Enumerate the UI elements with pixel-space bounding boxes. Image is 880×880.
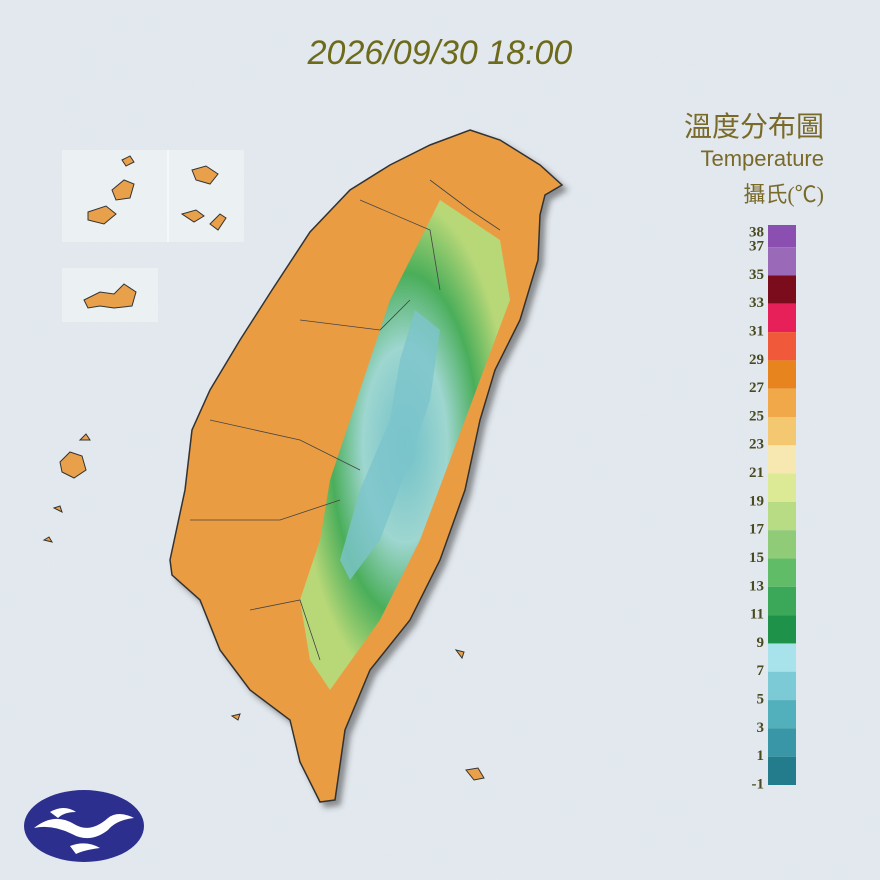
legend-title: 溫度分布圖 [684, 111, 824, 143]
legend-tick-label: 7 [757, 663, 765, 679]
legend-band [768, 332, 796, 361]
legend-subtitle: Temperature [700, 146, 824, 171]
legend-band [768, 247, 796, 276]
legend-band [768, 303, 796, 333]
legend-band [768, 417, 796, 446]
legend-tick-label: 5 [757, 692, 765, 708]
legend-tick-label: 13 [749, 578, 764, 594]
legend-band [768, 586, 796, 616]
legend-tick-label: 17 [749, 522, 765, 538]
legend-band [768, 728, 796, 757]
legend-tick-label: 35 [749, 267, 764, 283]
legend-band [768, 756, 796, 785]
legend-tick-label: 11 [750, 607, 764, 623]
legend-tick-label: 1 [757, 748, 765, 764]
legend-band [768, 360, 796, 389]
legend-band [768, 501, 796, 531]
datetime: 2026/09/30 18:00 [307, 34, 573, 72]
legend-band [768, 388, 796, 417]
legend-unit: 攝氏(℃) [743, 182, 824, 207]
legend-band [768, 558, 796, 587]
legend-band [768, 225, 796, 248]
legend-tick-label: 23 [749, 437, 764, 453]
inset-islands [42, 150, 485, 781]
legend-tick-label: 25 [749, 408, 764, 424]
legend-band [768, 643, 796, 672]
legend-tick-label: 29 [749, 352, 764, 368]
legend: 溫度分布圖 Temperature 攝氏(℃) [684, 111, 824, 207]
high-peaks [340, 310, 440, 580]
legend-band [768, 473, 796, 502]
legend-band [768, 671, 796, 701]
legend-tick-label: 3 [757, 720, 765, 736]
legend-tick-label: 21 [749, 465, 764, 481]
legend-tick-label: 37 [749, 239, 765, 255]
legend-band [768, 445, 796, 474]
legend-band [768, 615, 796, 644]
legend-tick-label: 31 [749, 324, 764, 340]
legend-band [768, 530, 796, 559]
cwa-logo [24, 790, 144, 862]
legend-tick-label: 9 [757, 635, 765, 651]
legend-tick-label: -1 [752, 776, 765, 792]
county-borders [190, 179, 501, 661]
legend-tick-label: 15 [749, 550, 764, 566]
legend-tick-label: 19 [749, 493, 764, 509]
legend-tick-label: 38 [749, 224, 764, 240]
legend-tick-label: 33 [749, 295, 764, 311]
legend-band [768, 700, 796, 729]
legend-band [768, 275, 796, 304]
legend-tick-label: 27 [749, 380, 765, 396]
